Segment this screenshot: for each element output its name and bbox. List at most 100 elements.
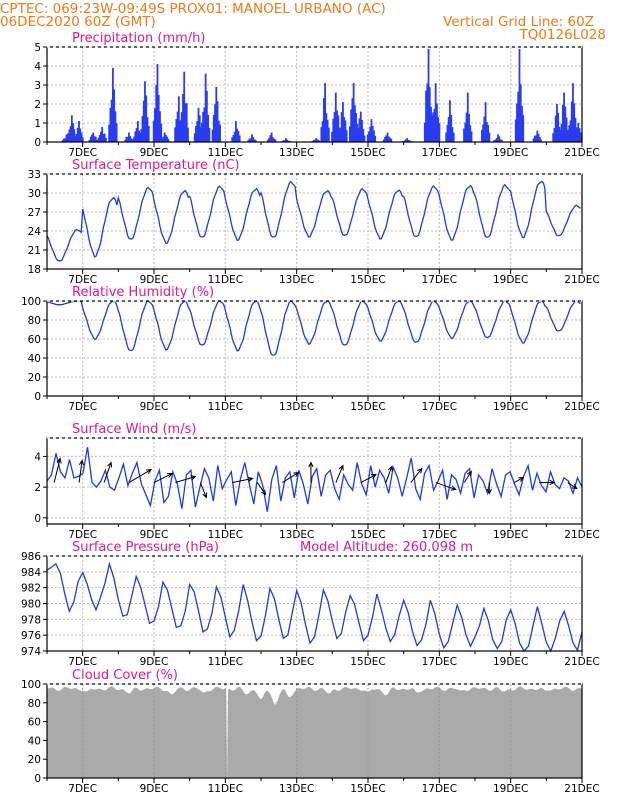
precip-bar [113, 89, 116, 142]
precip-xtick-label: 21DEC [564, 147, 599, 159]
pres-xtick-label: 19DEC [493, 656, 528, 668]
precip-bar [565, 117, 568, 142]
precip-bar [284, 138, 287, 142]
precip-bar [249, 138, 252, 142]
precip-bar [282, 140, 285, 142]
pres-xtick-label: 15DEC [350, 656, 385, 668]
precip-bar [348, 126, 351, 142]
precip-bar [452, 132, 455, 142]
precip-bar [408, 140, 411, 142]
precip-bar [488, 132, 491, 142]
precip-bar [569, 120, 572, 142]
precip-bar [96, 139, 98, 142]
precip-bar [576, 132, 578, 142]
precip-bar [579, 132, 582, 142]
precip-bar [483, 116, 486, 142]
precip-bar [202, 111, 205, 142]
precip-bar [110, 99, 113, 142]
precip-bar [470, 131, 473, 142]
precip-bar [233, 131, 236, 142]
precip-xtick-label: 15DEC [350, 147, 385, 159]
wind-arrow-head [549, 479, 556, 486]
precip-bar [362, 128, 365, 142]
rh-ytick-label: 40 [28, 353, 41, 365]
cloud-title: Cloud Cover (%) [72, 668, 178, 683]
precip-bar [570, 101, 573, 142]
precip-bar [572, 83, 574, 142]
wind-arrow-head [56, 457, 62, 464]
precip-bar [522, 115, 525, 142]
precip-ytick-label: 5 [34, 42, 41, 54]
precip-bar [154, 108, 156, 142]
precip-bar [317, 140, 320, 142]
precip-bar [339, 127, 342, 142]
precip-bar [356, 132, 358, 142]
precip-bar [128, 132, 130, 142]
precip-bar [322, 98, 325, 142]
precip-bar [517, 91, 520, 142]
precip-bar [195, 126, 197, 142]
precip-bar [578, 128, 581, 142]
wind-ytick-label: 2 [34, 482, 41, 494]
precip-bar [141, 115, 144, 142]
pres-ytick-label: 980 [21, 599, 41, 611]
wind-xtick-label: 15DEC [350, 529, 385, 541]
precip-bar [436, 103, 438, 142]
precip-bar [283, 140, 286, 142]
precip-bar [355, 112, 358, 142]
cloud-ytick-label: 80 [28, 698, 41, 710]
precip-bar [175, 119, 178, 142]
wind-arrow-head [260, 489, 267, 496]
precip-bar [358, 118, 361, 142]
precip-bar [144, 81, 146, 142]
precip-bar [450, 115, 453, 142]
temp-xtick-label: 7DEC [68, 274, 97, 286]
wind-arrow [463, 471, 472, 483]
rh-ytick-label: 0 [34, 391, 41, 403]
rh-title: Relative Humidity (%) [72, 285, 214, 300]
precip-bar [271, 137, 274, 142]
precip-bar [74, 136, 77, 142]
rh-xtick-label: 9DEC [140, 401, 169, 413]
precip-bar [374, 135, 377, 142]
precip-bar [216, 101, 219, 142]
precip-bar [111, 67, 114, 142]
precip-bar [103, 133, 106, 142]
temp-ytick-label: 18 [28, 264, 41, 276]
precip-xtick-label: 7DEC [68, 147, 97, 159]
wind-xtick-label: 9DEC [140, 529, 169, 541]
precip-bar [252, 137, 255, 142]
precip-bar [212, 114, 215, 142]
precip-bar [373, 130, 375, 142]
precip-bar [423, 122, 426, 142]
precip-bar [65, 134, 68, 142]
precip-bar [237, 131, 240, 142]
wind-arrow [360, 474, 377, 483]
precip-bar [93, 136, 96, 142]
precip-bar [124, 139, 127, 142]
cloud-ytick-label: 60 [28, 717, 41, 729]
precip-bar [485, 122, 488, 142]
precip-bar [97, 138, 100, 142]
precip-bar [200, 122, 203, 142]
precip-bar [464, 122, 467, 142]
precip-bar [287, 140, 290, 142]
precip-bar [70, 115, 73, 142]
precip-bar [560, 123, 563, 142]
header-grid-line-note: Vertical Grid Line: 60Z [443, 14, 594, 30]
precip-bar [428, 87, 431, 142]
precip-bar [131, 139, 134, 142]
wind-arrow-head [370, 473, 377, 479]
precip-bar [91, 134, 93, 142]
pres-title: Surface Pressure (hPa) [72, 540, 219, 555]
wind-arrow [175, 476, 196, 484]
wind-arrow [335, 465, 344, 483]
precip-bar [196, 121, 199, 142]
temp-ytick-label: 33 [28, 169, 41, 181]
precip-bar [274, 139, 277, 142]
precip-bar [370, 119, 373, 142]
precip-bar [557, 112, 560, 142]
precip-bar [390, 138, 393, 142]
precip-bar [407, 139, 410, 142]
wind-arrow-head [166, 473, 174, 478]
